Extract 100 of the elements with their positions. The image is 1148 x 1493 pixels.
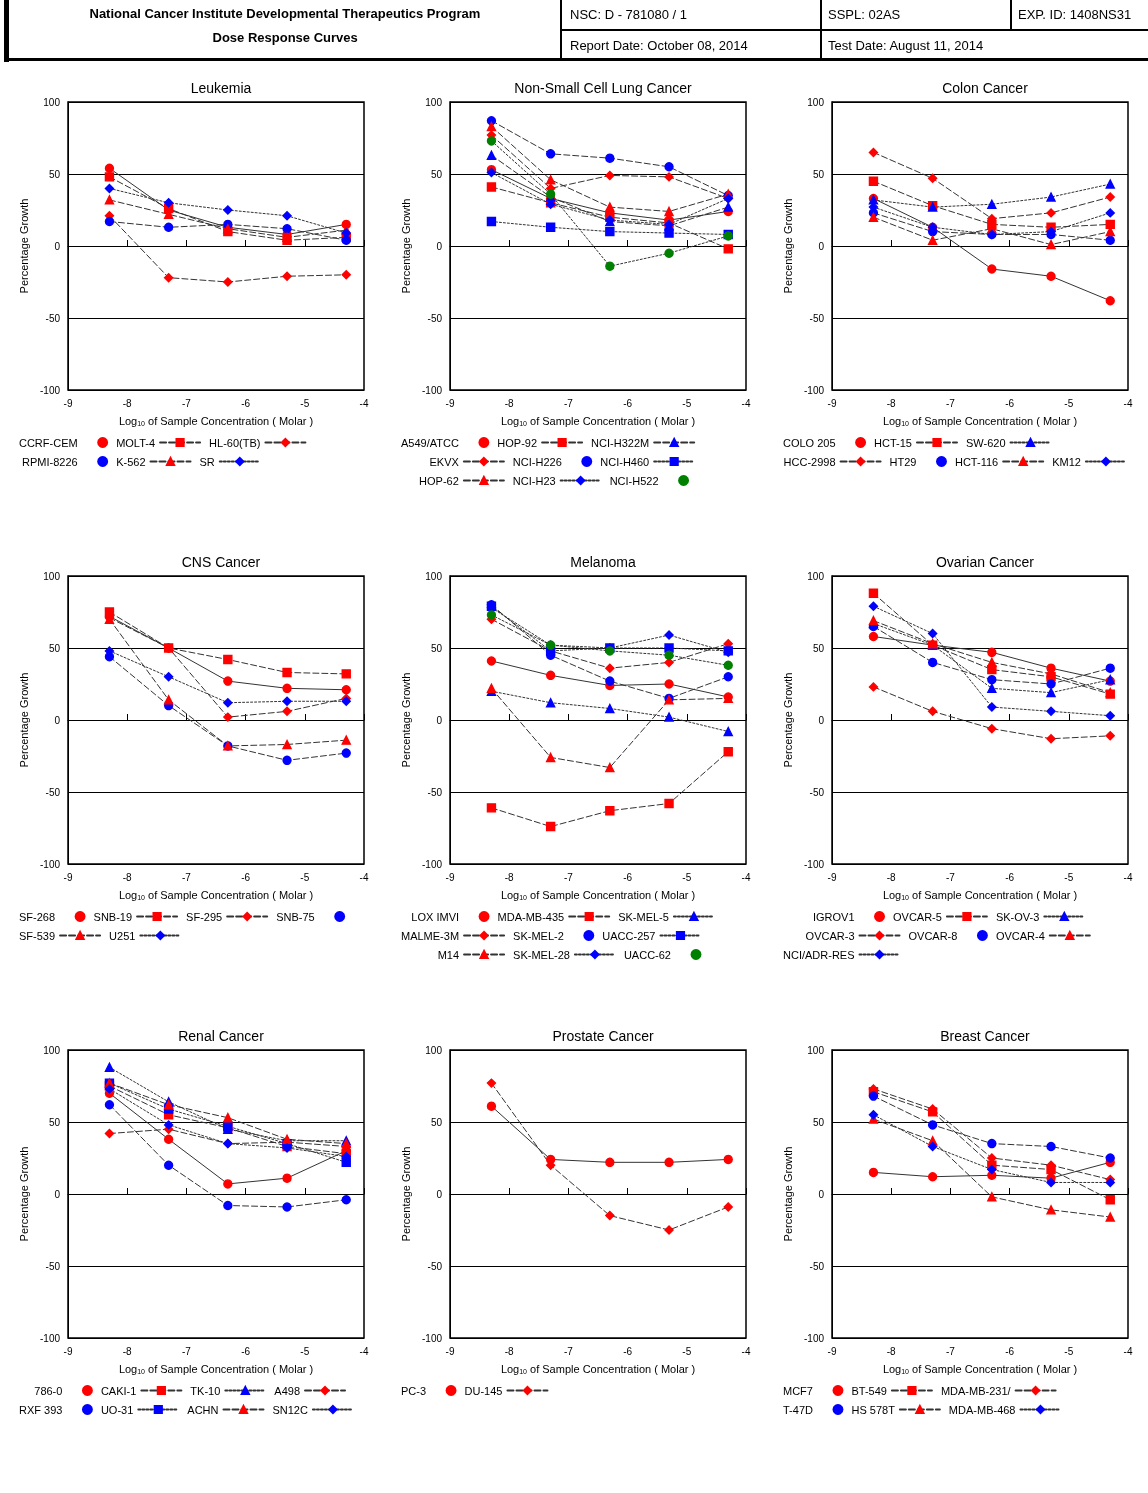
text: Dose Response Curves: [212, 30, 358, 45]
chart-title: Prostate Cancer: [552, 1028, 654, 1044]
x-tick-label: -6: [241, 871, 251, 883]
legend-label: EKVX: [429, 455, 460, 468]
legend-label: MCF7: [783, 1384, 813, 1397]
legend-label: DU-145: [464, 1384, 503, 1397]
legend-label: NCI-H522: [609, 474, 659, 487]
legend-label: HT29: [889, 455, 917, 468]
legend-label: SK-MEL-28: [513, 948, 570, 961]
y-tick-label: 50: [48, 642, 61, 654]
y-axis-title: Percentage Growth: [17, 1146, 30, 1242]
x-tick-label: -6: [623, 871, 633, 883]
y-tick-label: 100: [425, 570, 443, 582]
y-axis-title: Percentage Growth: [781, 1146, 794, 1242]
legend-label: T-47D: [782, 1403, 813, 1416]
legend-label: SN12C: [272, 1403, 308, 1416]
y-tick-label: 50: [812, 642, 825, 654]
legend-label: UACC-62: [623, 948, 671, 961]
text: National Cancer Institute Developmental Therapeutics Program: [89, 6, 481, 21]
legend-label: ACHN: [187, 1403, 219, 1416]
y-tick-label: 0: [436, 240, 443, 252]
x-tick-label: -5: [682, 397, 692, 409]
legend-label: MALME-3M: [401, 929, 460, 942]
legend-label: MDA-MB-231/: [940, 1384, 1012, 1397]
y-tick-label: -50: [427, 1260, 443, 1272]
chart-title: Leukemia: [190, 80, 252, 96]
y-axis-title: Percentage Growth: [17, 198, 30, 294]
y-tick-label: 100: [43, 96, 61, 108]
legend-label: NCI-H460: [600, 455, 650, 468]
x-tick-label: -5: [1064, 871, 1074, 883]
x-tick-label: -9: [63, 397, 73, 409]
legend-label: SF-295: [186, 910, 223, 923]
y-axis-title: Percentage Growth: [17, 672, 30, 768]
x-tick-label: -9: [445, 1345, 455, 1357]
legend-label: K-562: [116, 455, 146, 468]
legend-label: OVCAR-3: [805, 929, 855, 942]
y-tick-label: 0: [54, 1188, 61, 1200]
legend-label: U251: [109, 929, 136, 942]
text: SSPL: 02AS: [828, 7, 901, 22]
x-tick-label: -4: [359, 871, 369, 883]
x-tick-label: -6: [1005, 1345, 1015, 1357]
y-tick-label: -100: [421, 384, 443, 396]
y-tick-label: 100: [43, 570, 61, 582]
x-tick-label: -8: [886, 1345, 897, 1357]
text: EXP. ID: 1408NS31: [1018, 7, 1132, 22]
x-tick-label: -9: [63, 871, 73, 883]
x-tick-label: -7: [563, 397, 574, 409]
legend-label: RXF 393: [18, 1403, 63, 1416]
x-tick-label: -7: [181, 1345, 192, 1357]
legend-label: HS 578T: [851, 1403, 896, 1416]
y-tick-label: 100: [43, 1044, 61, 1056]
y-axis-title: Percentage Growth: [399, 672, 412, 768]
x-tick-label: -8: [886, 871, 897, 883]
y-tick-label: -100: [39, 384, 61, 396]
y-tick-label: -100: [803, 858, 825, 870]
text: Test Date: August 11, 2014: [828, 38, 984, 53]
chart-title: Melanoma: [570, 554, 636, 570]
x-tick-label: -5: [1064, 397, 1074, 409]
x-tick-label: -8: [122, 871, 133, 883]
y-tick-label: 0: [54, 714, 61, 726]
legend-label: CAKI-1: [100, 1384, 137, 1397]
x-tick-label: -8: [504, 397, 515, 409]
y-tick-label: 50: [430, 1116, 443, 1128]
y-tick-label: 100: [807, 570, 825, 582]
y-axis-title: Percentage Growth: [399, 198, 412, 294]
y-tick-label: 0: [818, 714, 825, 726]
x-tick-label: -8: [122, 1345, 133, 1357]
x-tick-label: -4: [741, 1345, 751, 1357]
x-tick-label: -7: [945, 397, 956, 409]
y-tick-label: 100: [807, 1044, 825, 1056]
chart-title: Colon Cancer: [942, 80, 1029, 96]
x-tick-label: -5: [682, 1345, 692, 1357]
y-tick-label: 50: [430, 642, 443, 654]
x-tick-label: -8: [504, 871, 515, 883]
y-tick-label: 50: [812, 1116, 825, 1128]
legend-label: COLO 205: [782, 436, 836, 449]
y-tick-label: 100: [425, 96, 443, 108]
legend-label: SF-539: [18, 929, 56, 942]
x-tick-label: -6: [623, 1345, 633, 1357]
x-tick-label: -4: [1123, 1345, 1133, 1357]
x-tick-label: -7: [945, 871, 956, 883]
x-tick-label: -4: [359, 397, 369, 409]
x-tick-label: -4: [741, 871, 751, 883]
x-tick-label: -6: [623, 397, 633, 409]
legend-label: OVCAR-4: [995, 929, 1045, 942]
x-tick-label: -7: [181, 397, 192, 409]
y-tick-label: 100: [425, 1044, 443, 1056]
x-tick-label: -9: [63, 1345, 73, 1357]
y-axis-title: Percentage Growth: [781, 198, 794, 294]
legend-label: HOP-92: [497, 436, 538, 449]
chart-title: CNS Cancer: [181, 554, 261, 570]
y-tick-label: -50: [809, 786, 825, 798]
y-tick-label: 0: [54, 240, 61, 252]
y-tick-label: -50: [45, 312, 61, 324]
chart-title: Non-Small Cell Lung Cancer: [514, 80, 693, 96]
x-tick-label: -4: [1123, 397, 1133, 409]
x-tick-label: -9: [827, 871, 837, 883]
y-tick-label: -50: [45, 786, 61, 798]
legend-label: CCRF-CEM: [18, 436, 78, 449]
x-tick-label: -8: [122, 397, 133, 409]
